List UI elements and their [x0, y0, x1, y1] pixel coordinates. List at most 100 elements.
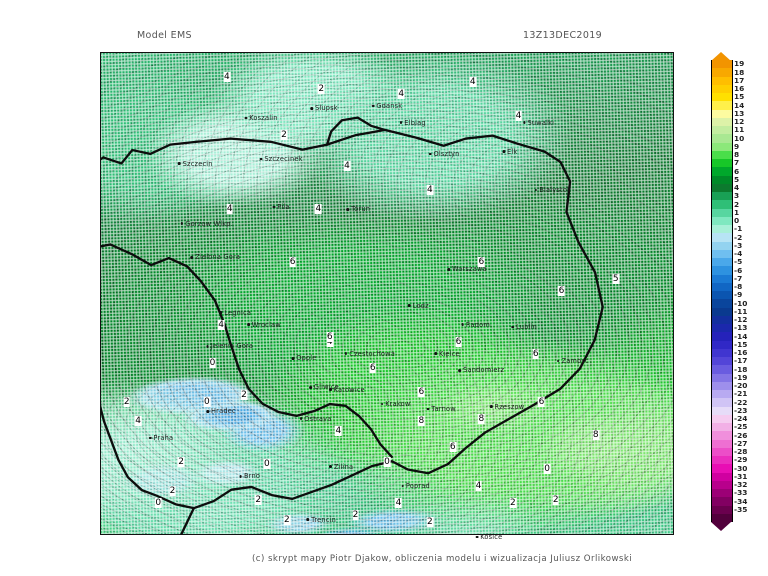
- colorbar-swatch: [711, 324, 733, 333]
- contour-value-label: 4: [397, 88, 405, 99]
- city-name: Sandomierz: [463, 366, 505, 375]
- city-dot-icon: [247, 323, 250, 327]
- colorbar-tick-label: -15: [734, 339, 748, 349]
- city-name: Praha: [153, 433, 174, 442]
- city-name: Opole: [296, 354, 317, 363]
- city-dot-icon: [401, 484, 404, 488]
- city-dot-icon: [371, 104, 375, 108]
- contour-value-label: 6: [558, 286, 565, 297]
- colorbar-tick-label: -19: [734, 372, 748, 382]
- contour-value-label: 2: [254, 495, 262, 506]
- colorbar-tick-label: -2: [734, 232, 743, 242]
- city-dot-icon: [244, 116, 248, 120]
- city-label: Olsztyn: [428, 150, 460, 158]
- city-label: Ostrava: [299, 415, 332, 423]
- colorbar-tick-label: -17: [734, 356, 748, 366]
- city-dot-icon: [306, 518, 310, 521]
- colorbar-swatch: [711, 93, 733, 102]
- colorbar-tick-label: 15: [734, 92, 745, 102]
- colorbar-swatch: [711, 513, 733, 523]
- colorbar-tick-label: 18: [734, 67, 745, 77]
- city-dot-icon: [272, 205, 276, 209]
- city-dot-icon: [380, 402, 384, 406]
- colorbar-tick-label: 4: [734, 183, 740, 193]
- colorbar-tick-label: -3: [734, 240, 743, 250]
- colorbar-tick-label: 5: [734, 174, 740, 184]
- city-label: Suwalki: [522, 118, 555, 127]
- colorbar-swatch: [711, 167, 733, 176]
- city-name: Gorzow Wlkp.: [185, 219, 233, 228]
- colorbar-tick-label: -29: [734, 455, 748, 465]
- city-label: Lublin: [511, 323, 537, 331]
- colorbar-tick-label: -6: [734, 265, 743, 275]
- contour-value-label: 6: [532, 348, 540, 359]
- city-name: Suwalki: [527, 118, 555, 127]
- colorbar-swatch: [711, 266, 733, 275]
- contour-value-label: 4: [343, 161, 351, 172]
- city-label: Radom: [461, 321, 490, 329]
- colorbar-tick-label: -22: [734, 397, 748, 407]
- colorbar-tick-label: -23: [734, 405, 748, 415]
- contour-value-label: 4: [515, 110, 522, 121]
- city-label: Szczecinek: [259, 155, 303, 163]
- city-dot-icon: [310, 107, 313, 110]
- colorbar-tick-label: 16: [734, 84, 745, 94]
- under-range-arrow-icon: [711, 522, 731, 531]
- colorbar-tick-label: 2: [734, 199, 740, 209]
- colorbar-swatch: [711, 134, 733, 143]
- colorbar-swatch: [711, 208, 733, 218]
- city-name: Legnica: [224, 308, 252, 317]
- city-label: Warszawa: [447, 265, 487, 273]
- colorbar-swatch: [711, 101, 733, 110]
- contour-value-label: 2: [352, 509, 359, 520]
- contour-value-label: 2: [169, 485, 176, 496]
- city-label: Hradec: [206, 407, 236, 415]
- city-label: Praha: [148, 433, 174, 442]
- colorbar-swatch: [711, 109, 733, 119]
- colorbar-swatch: [711, 282, 733, 292]
- colorbar-tick-label: -31: [734, 471, 748, 481]
- city-name: Tarnow: [431, 404, 456, 413]
- city-label: Sandomierz: [458, 366, 505, 375]
- colorbar-swatch: [711, 68, 733, 77]
- contour-value-label: 4: [426, 185, 434, 196]
- colorbar-tick-label: -20: [734, 381, 748, 391]
- city-dot-icon: [148, 436, 152, 440]
- contour-value-label: 2: [283, 514, 291, 525]
- colorbar-tick-label: -24: [734, 414, 748, 424]
- colorbar-swatch: [711, 60, 733, 69]
- colorbar-tick-label: 8: [734, 150, 740, 160]
- contour-value-label: 2: [123, 396, 131, 407]
- contour-value-label: 8: [417, 415, 425, 426]
- colorbar-swatch: [711, 332, 733, 341]
- city-dot-icon: [206, 410, 210, 413]
- city-dot-icon: [522, 121, 526, 125]
- contour-value-label: 8: [592, 430, 600, 441]
- city-dot-icon: [206, 345, 209, 348]
- city-label: Krakow: [380, 400, 411, 409]
- temperature-colorbar: 19 18 17 16 15 14 13 12 11 10 9 8 7 6 5 4 3 2 1 0 -1 -2 -3 -4 -5…: [711, 52, 747, 531]
- city-dot-icon: [328, 388, 332, 391]
- contour-value-label: 2: [177, 456, 185, 467]
- contour-value-label: 4: [217, 319, 225, 330]
- city-label: Gliwice: [309, 383, 339, 391]
- colorbar-swatch: [711, 464, 733, 473]
- city-label: Kielce: [434, 350, 460, 358]
- city-dot-icon: [447, 268, 450, 271]
- city-label: Pila: [272, 203, 290, 211]
- colorbar-swatch: [711, 348, 733, 358]
- colorbar-swatch: [711, 76, 733, 86]
- contour-value-label: 2: [317, 84, 325, 95]
- colorbar-tick-label: 14: [734, 100, 745, 110]
- colorbar-tick-label: -34: [734, 496, 748, 506]
- colorbar-tick-label: 1: [734, 207, 740, 217]
- colorbar-swatch: [711, 126, 733, 135]
- city-name: Krakow: [385, 400, 411, 409]
- colorbar-tick-label: -7: [734, 273, 743, 283]
- city-label: Slupsk: [310, 104, 338, 112]
- colorbar-swatch: [711, 299, 733, 308]
- colorbar-swatch: [711, 249, 733, 259]
- colorbar-swatch: [711, 456, 733, 465]
- colorbar-swatch: [711, 291, 733, 300]
- contour-value-label: 4: [475, 480, 482, 491]
